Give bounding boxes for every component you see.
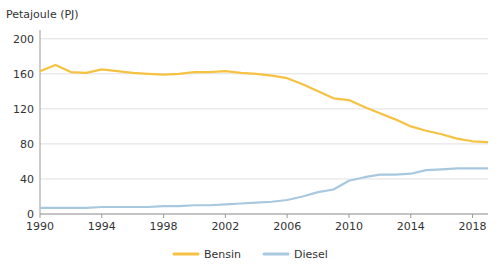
y-axis-label: Petajoule (PJ)	[6, 8, 79, 21]
x-tick-label: 2014	[397, 220, 425, 233]
x-tick	[163, 214, 164, 218]
grid-line	[40, 214, 488, 215]
series-line	[40, 168, 488, 207]
legend-label: Bensin	[204, 248, 241, 261]
y-axis-line	[40, 30, 41, 214]
series-line	[40, 65, 488, 142]
x-tick	[348, 214, 349, 218]
x-tick-label: 2006	[273, 220, 301, 233]
y-tick-label: 160	[13, 68, 34, 81]
x-tick-label: 1994	[88, 220, 116, 233]
grid	[40, 39, 488, 214]
chart: 0408012016020019901994199820022006201020…	[0, 0, 504, 272]
x-tick	[225, 214, 226, 218]
grid-line	[40, 38, 488, 39]
y-tick-label: 200	[13, 33, 34, 46]
x-tick-label: 1998	[150, 220, 178, 233]
x-axis-line	[40, 214, 488, 215]
x-tick	[101, 214, 102, 218]
grid-line	[40, 108, 488, 109]
legend: Bensin Diesel	[174, 248, 328, 261]
x-tick	[472, 214, 473, 218]
legend-swatch	[264, 253, 288, 256]
legend-label: Diesel	[294, 248, 328, 261]
x-tick	[40, 214, 41, 218]
y-tick-label: 40	[20, 173, 34, 186]
x-tick-label: 1990	[26, 220, 54, 233]
grid-line	[40, 178, 488, 179]
x-tick-label: 2010	[335, 220, 363, 233]
lines	[40, 65, 488, 208]
x-tick	[287, 214, 288, 218]
x-tick-label: 2002	[211, 220, 239, 233]
x-tick	[410, 214, 411, 218]
y-tick-label: 80	[20, 138, 34, 151]
legend-swatch	[174, 253, 198, 256]
y-tick-label: 120	[13, 103, 34, 116]
x-tick-label: 2018	[459, 220, 487, 233]
grid-line	[40, 143, 488, 144]
